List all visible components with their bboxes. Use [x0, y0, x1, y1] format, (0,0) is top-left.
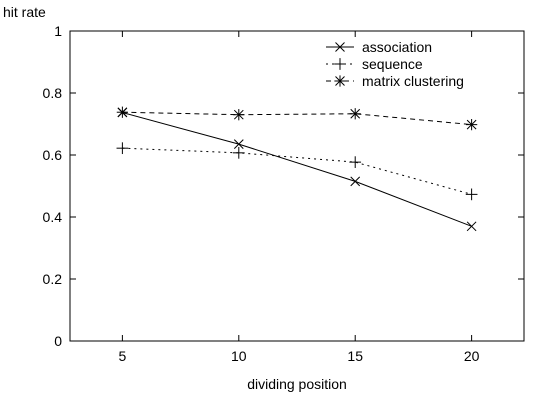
series-sequence [116, 142, 478, 201]
data-point [116, 142, 129, 155]
data-point [466, 221, 477, 232]
data-point [232, 146, 245, 159]
y-tick-label: 0 [54, 333, 62, 349]
data-point [233, 109, 245, 121]
data-point [350, 176, 361, 187]
data-point [335, 42, 345, 52]
series-association [117, 107, 477, 232]
x-tick-label: 15 [347, 348, 363, 364]
y-axis-label: hit rate [3, 4, 46, 20]
data-point [465, 188, 478, 201]
data-point [334, 58, 346, 70]
series-line [122, 111, 472, 126]
data-point [349, 108, 361, 120]
data-point [334, 75, 346, 87]
legend-label: matrix clustering [362, 73, 464, 89]
data-point [349, 156, 362, 168]
y-tick-label: 0.6 [43, 147, 63, 163]
data-point [233, 139, 244, 150]
x-tick-label: 20 [464, 348, 480, 364]
series-matrix-clustering [116, 106, 478, 131]
series-line [122, 147, 472, 195]
series-line [122, 112, 472, 227]
data-point [116, 106, 129, 118]
x-axis-label: dividing position [247, 376, 347, 392]
x-tick-label: 5 [118, 348, 126, 364]
legend-entry: association [326, 39, 432, 55]
x-tick-label: 10 [231, 348, 247, 364]
y-tick-label: 0.8 [43, 85, 63, 101]
data-point [465, 118, 478, 131]
legend-label: sequence [362, 56, 423, 72]
legend-label: association [362, 39, 432, 55]
legend-entry: sequence [326, 56, 423, 72]
y-tick-label: 0.4 [43, 209, 63, 225]
ticks: 5 10 15 20 0 0.2 0.4 0.6 0.8 1 [43, 23, 524, 364]
y-tick-label: 0.2 [43, 271, 63, 287]
legend-entry: matrix clustering [326, 73, 464, 89]
series-layer [116, 106, 478, 232]
y-tick-label: 1 [54, 23, 62, 39]
plot-frame [69, 30, 525, 342]
